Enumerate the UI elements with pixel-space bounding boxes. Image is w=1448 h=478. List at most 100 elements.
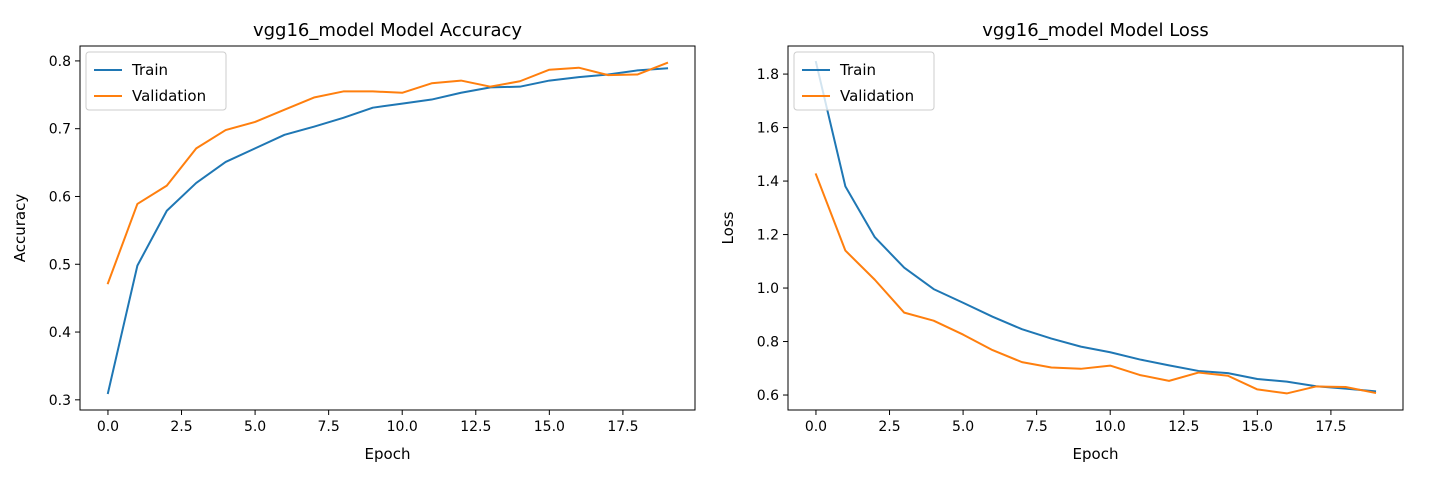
x-tick-label: 10.0	[1095, 419, 1126, 435]
data-point-validation	[578, 67, 580, 69]
data-point-train	[1168, 364, 1170, 366]
data-point-train	[1050, 338, 1052, 340]
data-point-validation	[1109, 365, 1111, 367]
data-point-validation	[844, 250, 846, 252]
data-point-validation	[489, 86, 491, 88]
legend: Train Validation	[793, 51, 935, 111]
legend-label-train: Train	[131, 61, 168, 79]
x-axis-label: Epoch	[1073, 445, 1119, 463]
data-point-train	[284, 134, 286, 136]
data-point-validation	[1139, 374, 1141, 376]
series-line-validation	[106, 61, 669, 285]
x-tick-label: 0.0	[97, 419, 119, 435]
plot-frame	[79, 45, 696, 411]
series-line-train	[106, 67, 669, 395]
data-point-validation	[372, 90, 374, 92]
y-tick-label: 0.5	[49, 257, 71, 273]
x-tick-label: 2.5	[170, 419, 192, 435]
x-tick-label: 0.0	[805, 419, 827, 435]
data-point-train	[1109, 351, 1111, 353]
data-point-validation	[1345, 386, 1347, 388]
data-point-train	[401, 103, 403, 105]
chart-loss: vgg16_model Model Loss 0.0 2.5 5.0 7.5 10.0 12…	[719, 20, 1404, 463]
chart-accuracy: vgg16_model Model Accuracy 0.0 2.5 5.0 7.5 10…	[11, 20, 696, 463]
data-point-validation	[313, 97, 315, 99]
series-line-validation	[814, 173, 1377, 395]
data-point-validation	[1374, 392, 1376, 394]
data-point-validation	[666, 62, 668, 64]
data-point-train	[903, 267, 905, 269]
data-point-validation	[933, 320, 935, 322]
data-point-train	[136, 265, 138, 267]
data-point-train	[166, 210, 168, 212]
legend-label-train: Train	[839, 61, 876, 79]
data-point-validation	[548, 69, 550, 71]
data-point-validation	[815, 173, 817, 175]
x-tick-label: 12.5	[460, 419, 491, 435]
data-point-validation	[637, 73, 639, 75]
data-point-validation	[401, 92, 403, 94]
data-point-validation	[1315, 385, 1317, 387]
x-tick-label: 17.5	[607, 419, 638, 435]
data-point-validation	[136, 203, 138, 205]
data-point-train	[342, 117, 344, 119]
y-tick-label: 0.4	[49, 325, 71, 341]
y-tick-label: 1.4	[757, 174, 779, 190]
data-point-validation	[1197, 372, 1199, 374]
data-point-train	[460, 92, 462, 94]
y-tick-label: 0.7	[49, 122, 71, 138]
data-point-train	[1286, 381, 1288, 383]
data-point-train	[962, 302, 964, 304]
data-point-train	[1139, 358, 1141, 360]
data-point-validation	[1227, 375, 1229, 377]
data-point-validation	[107, 282, 109, 284]
data-point-train	[666, 67, 668, 69]
data-point-train	[933, 288, 935, 290]
data-point-validation	[874, 279, 876, 281]
x-axis-label: Epoch	[365, 445, 411, 463]
x-tick-label: 2.5	[878, 419, 900, 435]
data-point-train	[107, 392, 109, 394]
data-point-validation	[1050, 366, 1052, 368]
x-tick-label: 12.5	[1168, 419, 1199, 435]
data-point-validation	[607, 74, 609, 76]
data-point-validation	[431, 82, 433, 84]
data-point-validation	[903, 312, 905, 314]
data-point-validation	[284, 109, 286, 111]
data-point-validation	[1256, 388, 1258, 390]
x-tick-label: 7.5	[1026, 419, 1048, 435]
data-point-train	[844, 185, 846, 187]
data-point-train	[225, 161, 227, 163]
data-point-validation	[1286, 392, 1288, 394]
y-tick-label: 1.2	[757, 228, 779, 244]
data-point-train	[1227, 372, 1229, 374]
data-point-train	[313, 126, 315, 128]
y-axis-label: Loss	[719, 211, 737, 244]
data-point-train	[874, 236, 876, 238]
series-line-train	[814, 60, 1377, 393]
data-point-train	[372, 107, 374, 109]
data-point-train	[548, 80, 550, 82]
data-point-train	[1256, 378, 1258, 380]
data-point-train	[1021, 328, 1023, 330]
plot-frame	[787, 45, 1404, 411]
data-point-validation	[225, 129, 227, 131]
x-tick-label: 17.5	[1315, 419, 1346, 435]
chart-title: vgg16_model Model Accuracy	[253, 20, 522, 41]
y-tick-label: 1.6	[757, 121, 779, 137]
y-tick-label: 0.3	[49, 393, 71, 409]
data-point-train	[578, 76, 580, 78]
data-point-train	[992, 316, 994, 318]
x-tick-label: 5.0	[952, 419, 974, 435]
x-tick-label: 15.0	[534, 419, 565, 435]
data-point-validation	[1021, 361, 1023, 363]
chart-title: vgg16_model Model Loss	[982, 20, 1208, 41]
data-point-train	[195, 182, 197, 184]
y-tick-label: 0.6	[757, 388, 779, 404]
x-tick-label: 10.0	[387, 419, 418, 435]
data-point-validation	[992, 349, 994, 351]
y-tick-label: 1.0	[757, 281, 779, 297]
data-point-validation	[166, 185, 168, 187]
data-point-validation	[342, 90, 344, 92]
